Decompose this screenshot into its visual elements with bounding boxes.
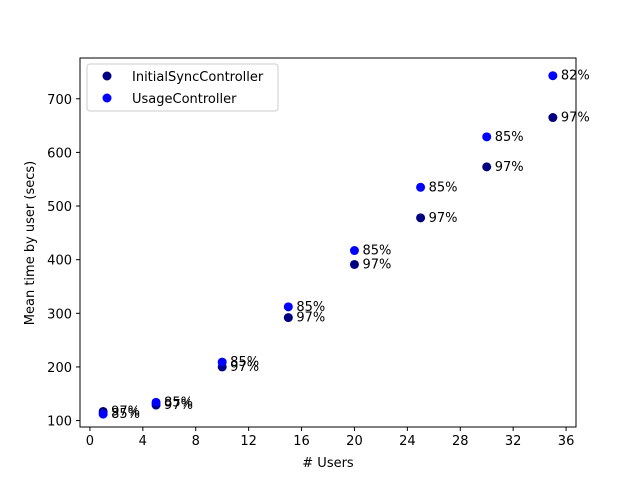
- plot-frame: [79, 57, 577, 428]
- data-label: 85%: [164, 395, 193, 410]
- data-label: 85%: [230, 355, 259, 370]
- data-labels-layer: 97% 97%97%97%97%97%97%97%85%85%85%85%85%8…: [111, 69, 590, 422]
- data-point: [349, 246, 359, 256]
- data-point: [416, 182, 426, 192]
- data-point: [416, 213, 426, 223]
- x-tick-label: 12: [240, 434, 257, 449]
- y-tick-label: 600: [47, 146, 72, 161]
- data-label: 85%: [362, 244, 391, 259]
- data-point: [349, 259, 359, 269]
- y-tick-label: 400: [47, 254, 72, 269]
- y-tick-label: 500: [47, 200, 72, 215]
- x-tick-label: 16: [293, 434, 310, 449]
- legend-entry-label: InitialSyncController: [132, 70, 264, 85]
- x-axis-label: # Users: [302, 456, 354, 471]
- data-label: 97%: [561, 111, 590, 126]
- data-point: [151, 397, 161, 407]
- x-tick-label: 4: [139, 434, 147, 449]
- data-label: 97%: [429, 211, 458, 226]
- x-tick-label: 8: [192, 434, 200, 449]
- data-label: 82%: [561, 69, 590, 84]
- data-point: [217, 357, 227, 367]
- legend-marker: [102, 71, 112, 81]
- points-layer: [98, 71, 558, 419]
- data-label: 97%: [164, 398, 193, 413]
- x-tick-label: 0: [86, 434, 94, 449]
- data-point: [548, 71, 558, 81]
- x-tick-label: 20: [346, 434, 363, 449]
- data-label: 97%: [362, 257, 391, 272]
- data-point: [98, 409, 108, 419]
- legend-box: [86, 63, 279, 112]
- data-point: [283, 302, 293, 312]
- data-point: [548, 113, 558, 123]
- data-point: [283, 313, 293, 323]
- legend-marker: [102, 93, 112, 103]
- x-tick-label: 36: [558, 434, 575, 449]
- axes-layer: 0 4 8 12 16 20 24 28 32 36 100 200 300 400 500 600 700: [47, 57, 577, 449]
- data-point: [482, 162, 492, 172]
- legend-entry-label: UsageController: [132, 92, 237, 107]
- data-label: 97%: [296, 311, 325, 326]
- legend: InitialSyncController UsageController: [86, 63, 279, 112]
- y-axis-label: Mean time by user (secs): [23, 161, 38, 325]
- data-label: 97%: [495, 160, 524, 175]
- x-tick-label: 32: [505, 434, 522, 449]
- y-tick-label: 200: [47, 361, 72, 376]
- data-point: [482, 132, 492, 142]
- x-tick-label: 24: [399, 434, 416, 449]
- data-label: 97%: [230, 360, 259, 375]
- data-label: 85%: [296, 300, 325, 315]
- y-tick-label: 700: [47, 93, 72, 108]
- data-label: 85%: [495, 130, 524, 145]
- data-label: 85%: [111, 407, 140, 422]
- data-label: 97%: [111, 404, 140, 419]
- y-tick-label: 100: [47, 415, 72, 430]
- data-label: 85%: [429, 180, 458, 195]
- y-tick-label: 300: [47, 307, 72, 322]
- x-tick-label: 28: [452, 434, 469, 449]
